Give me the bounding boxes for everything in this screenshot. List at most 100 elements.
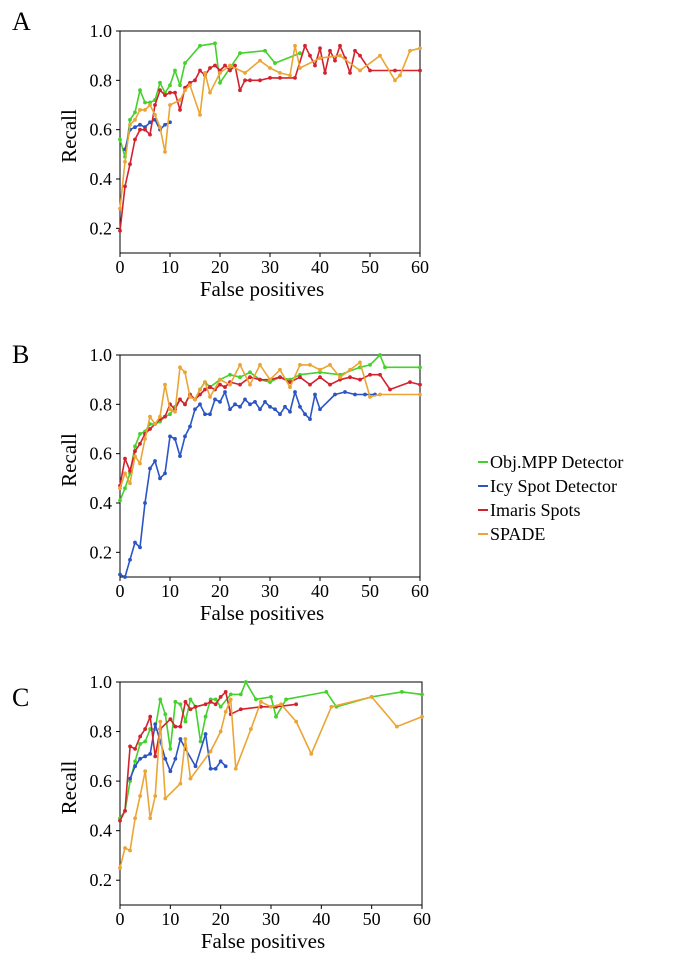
x-tick-label: 10 <box>161 909 179 929</box>
data-point <box>368 395 372 399</box>
legend-item: Imaris Spots <box>478 500 581 520</box>
x-tick-label: 30 <box>261 581 279 601</box>
data-point <box>368 372 372 377</box>
panel-letter: B <box>12 340 29 369</box>
data-point <box>333 58 337 63</box>
x-tick-label: 10 <box>161 257 179 277</box>
data-point <box>133 759 138 764</box>
legend-label: Icy Spot Detector <box>490 476 617 496</box>
data-point <box>198 68 202 73</box>
y-tick-label: 0.4 <box>90 493 113 513</box>
data-point <box>128 162 132 167</box>
y-tick-label: 1.0 <box>90 345 113 365</box>
data-point <box>254 697 258 702</box>
x-axis-title: False positives <box>200 277 324 301</box>
plot-frame <box>119 30 421 254</box>
x-tick-label: 30 <box>261 257 279 277</box>
data-point <box>203 380 207 385</box>
data-point <box>118 228 122 233</box>
legend-label: SPADE <box>490 524 545 544</box>
data-point <box>198 387 202 392</box>
data-point <box>268 66 272 70</box>
data-point <box>338 375 342 380</box>
data-point <box>233 766 238 771</box>
data-point <box>133 747 138 751</box>
data-point <box>263 399 267 404</box>
data-point <box>208 699 213 704</box>
data-point <box>173 436 177 441</box>
data-point <box>228 382 232 387</box>
y-tick-label: 0.4 <box>90 169 113 189</box>
data-point <box>158 697 163 702</box>
data-point <box>188 395 192 399</box>
data-point <box>198 739 203 744</box>
series-spade <box>118 694 424 870</box>
data-point <box>168 103 172 107</box>
data-point <box>208 749 213 754</box>
data-point <box>238 362 242 367</box>
data-point <box>138 432 142 436</box>
data-point <box>273 407 277 412</box>
data-point <box>188 776 193 781</box>
y-tick-label: 1.0 <box>90 21 113 41</box>
data-point <box>168 717 173 722</box>
series-spade <box>118 43 422 211</box>
data-point <box>138 756 143 761</box>
x-tick-label: 20 <box>211 581 229 601</box>
data-point <box>148 816 153 821</box>
data-point <box>274 714 278 719</box>
data-point <box>259 699 263 704</box>
data-point <box>153 754 158 759</box>
data-point <box>248 727 253 731</box>
data-point <box>383 365 387 370</box>
data-point <box>148 466 152 471</box>
data-point <box>163 796 168 801</box>
data-point <box>253 399 257 404</box>
data-point <box>203 702 208 707</box>
data-point <box>228 372 232 377</box>
x-tick-label: 60 <box>413 909 431 929</box>
data-point <box>388 387 392 392</box>
data-point <box>183 88 187 93</box>
data-point <box>128 776 132 781</box>
data-point <box>418 365 422 370</box>
data-point <box>183 402 187 407</box>
data-point <box>188 83 192 88</box>
data-point <box>378 353 382 357</box>
data-point <box>168 83 172 88</box>
data-point <box>298 51 302 56</box>
series-line-icy <box>124 119 171 150</box>
data-point <box>168 407 172 412</box>
data-point <box>269 704 273 709</box>
data-point <box>138 122 142 127</box>
data-point <box>178 108 182 112</box>
data-point <box>193 397 197 402</box>
x-tick-label: 10 <box>161 581 179 601</box>
data-point <box>183 434 187 439</box>
x-tick-label: 50 <box>361 257 379 277</box>
data-point <box>278 375 282 380</box>
data-point <box>208 395 212 399</box>
x-tick-label: 20 <box>212 909 230 929</box>
data-point <box>128 557 132 562</box>
data-point <box>123 486 127 491</box>
data-point <box>183 737 188 741</box>
data-point <box>148 132 152 137</box>
data-point <box>163 93 167 98</box>
data-point <box>329 704 334 709</box>
data-point <box>228 697 233 702</box>
data-point <box>358 68 362 73</box>
data-point <box>223 764 228 769</box>
data-point <box>218 382 222 387</box>
data-point <box>178 781 183 786</box>
data-point <box>273 61 277 65</box>
data-point <box>288 385 292 389</box>
panel-letter: C <box>12 683 29 712</box>
data-point <box>193 78 197 83</box>
data-point <box>193 407 197 412</box>
data-point <box>298 404 302 409</box>
data-point <box>173 724 178 729</box>
data-point <box>133 540 137 545</box>
data-point <box>309 751 314 756</box>
data-point <box>178 702 183 707</box>
